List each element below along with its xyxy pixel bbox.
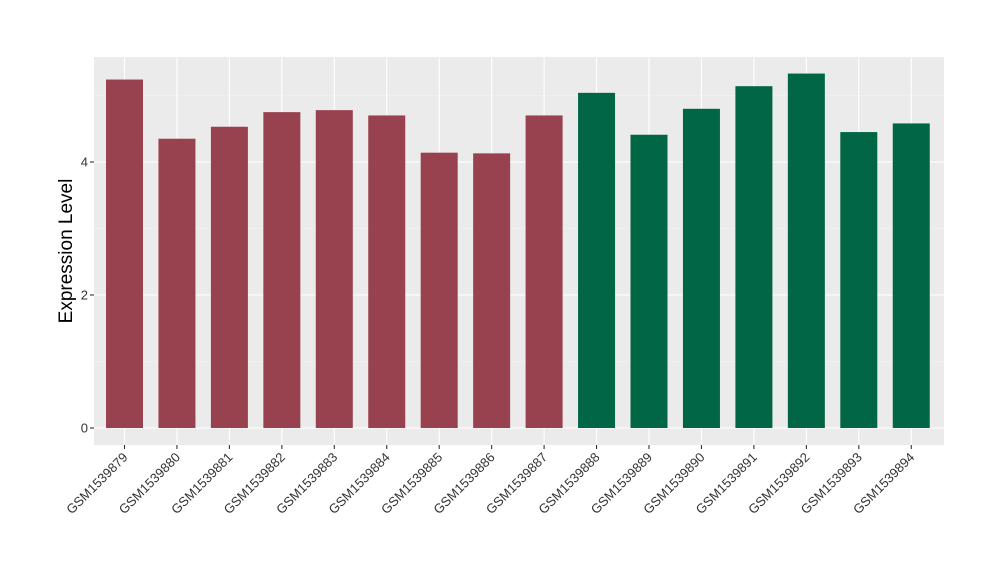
bar-gsm1539892 [787, 73, 825, 428]
bar-gsm1539882 [263, 112, 301, 429]
y-tick-label: 0 [81, 421, 88, 436]
bar-gsm1539893 [840, 132, 878, 428]
bar-gsm1539881 [210, 126, 248, 428]
y-axis: 0 2 4 [81, 155, 94, 436]
bar-gsm1539887 [525, 115, 563, 428]
y-tick-label: 2 [81, 288, 88, 303]
x-axis: GSM1539879GSM1539880GSM1539881GSM1539882… [63, 445, 917, 517]
y-axis-title: Expression Level [56, 179, 77, 324]
bar-gsm1539889 [630, 134, 668, 429]
y-tick-label: 4 [81, 155, 88, 170]
bar-gsm1539886 [473, 153, 511, 429]
bars [106, 73, 930, 429]
bar-gsm1539884 [368, 115, 406, 428]
bar-gsm1539883 [315, 110, 353, 428]
bar-gsm1539890 [682, 108, 720, 429]
bar-gsm1539894 [892, 123, 930, 429]
bar-gsm1539888 [578, 92, 616, 428]
bar-gsm1539879 [106, 79, 143, 428]
bar-gsm1539885 [420, 152, 458, 428]
bar-gsm1539880 [158, 138, 196, 429]
bar-gsm1539891 [735, 86, 773, 428]
